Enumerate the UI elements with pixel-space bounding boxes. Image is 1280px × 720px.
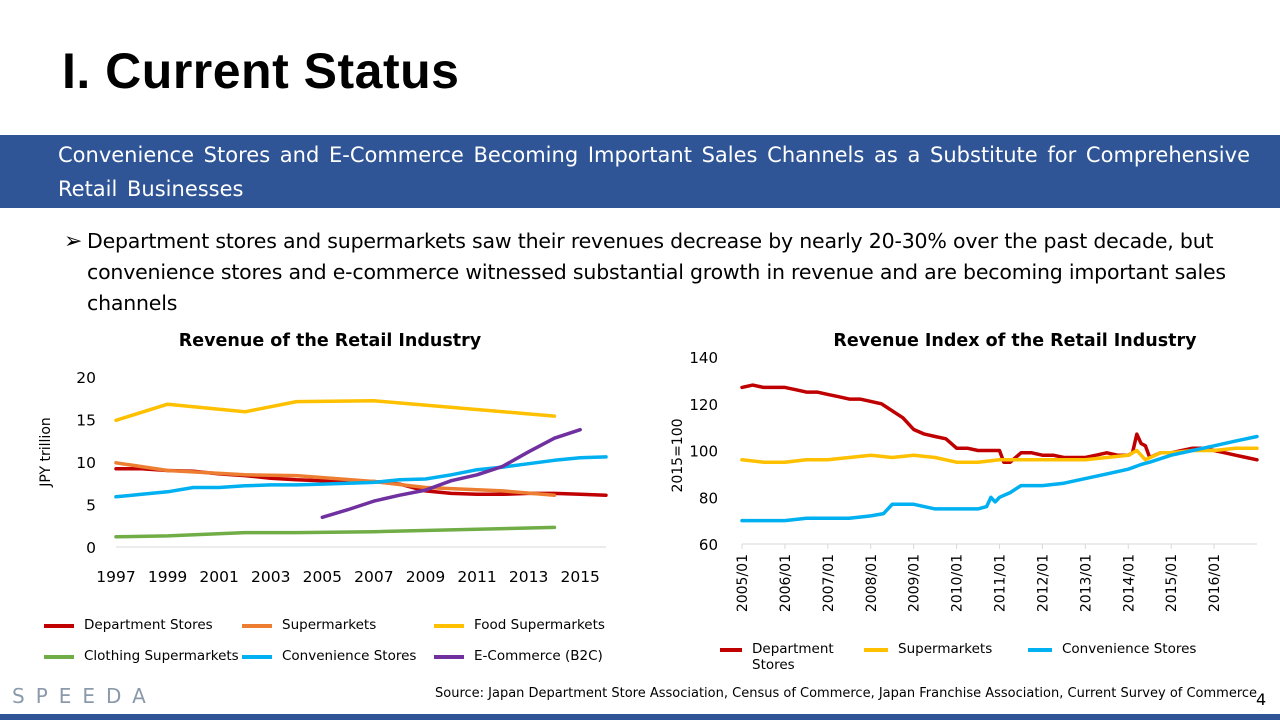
x-tick-label: 2015/01 [1164,554,1180,612]
x-tick-label: 2013 [509,568,548,586]
legend-label: Supermarkets [898,641,993,657]
page-number: 4 [1256,690,1267,709]
legend-swatch [434,624,464,628]
legend-item-supermarkets: Supermarkets [864,641,992,657]
x-tick-label: 2013/01 [1078,554,1094,612]
x-tick-label: 2015 [560,568,599,586]
x-tick-label: 2010/01 [950,554,966,612]
y-tick-label: 20 [76,369,96,387]
legend-label: Supermarkets [282,617,377,633]
series-line-e-commerce-b2c [320,427,582,520]
x-tick-label: 2001 [199,568,238,586]
series-line-convenience-stores [114,455,608,499]
legend-swatch [242,655,272,659]
source-note: Source: Japan Department Store Associati… [435,686,1258,701]
legend-label: Department Stores [84,617,213,633]
x-tick-label: 2012/01 [1035,554,1051,612]
legend-label: Clothing Supermarkets [84,648,239,664]
chart2-plot: 60 80 100 120 140 2015=100 2005/01 2006/01 2007/… [670,349,1259,612]
legend-item-department-stores: Department Stores [44,617,213,633]
series-line-supermarkets [114,461,557,497]
chart1-legend: Department Stores Supermarkets Food Superm… [40,617,640,672]
legend-swatch [1028,648,1052,652]
legend-item-convenience-stores: Convenience Stores [1028,641,1196,657]
x-tick-label: 2009/01 [907,554,923,612]
legend-label: E-Commerce (B2C) [474,648,603,664]
legend-label: Convenience Stores [282,648,417,664]
x-tick-label: 2009 [406,568,445,586]
chart2-title: Revenue Index of the Retail Industry [833,331,1197,351]
series-line-clothing-supermarkets [114,525,557,539]
x-tick-label: 2005 [303,568,342,586]
legend-item-clothing-supermarkets: Clothing Supermarkets [44,648,239,664]
x-tick-label: 2003 [251,568,290,586]
y-axis-title: 2015=100 [670,418,686,492]
chart2-legend: Department Stores Supermarkets Convenience… [720,641,1260,681]
y-tick-label: 80 [699,489,718,507]
y-tick-label: 10 [76,454,96,472]
legend-label: Food Supermarkets [474,617,605,633]
y-tick-label: 100 [689,443,718,461]
y-axis-title: JPY trillion [38,417,54,488]
x-tick-label: 1997 [96,568,135,586]
series-line-food-supermarkets [114,399,557,423]
chart1-title: Revenue of the Retail Industry [178,331,482,351]
legend-item-convenience-stores: Convenience Stores [242,648,416,664]
headline-banner [0,135,1280,208]
bullet-text: Department stores and supermarkets saw t… [87,229,1226,315]
bullet-arrow-icon: ➢ [64,229,83,254]
x-tick-label: 2011 [457,568,496,586]
x-tick-label: 2007/01 [821,554,837,612]
series-line-convenience-stores [740,434,1259,523]
y-tick-label: 5 [86,497,96,515]
legend-item-supermarkets: Supermarkets [242,617,376,633]
x-tick-label: 2014/01 [1121,554,1137,612]
x-tick-label: 2006/01 [778,554,794,612]
speeda-logo: SPEEDA [12,684,157,708]
legend-swatch [434,655,464,659]
bottom-rule [0,714,1280,720]
y-tick-label: 0 [86,539,96,557]
x-tick-label: 1999 [148,568,187,586]
legend-item-department-stores: Department Stores [720,641,870,673]
legend-swatch [864,648,888,652]
y-tick-label: 60 [699,536,718,554]
legend-item-food-supermarkets: Food Supermarkets [434,617,605,633]
x-tick-label: 2005/01 [735,554,751,612]
page-title: I. Current Status [62,43,460,99]
x-tick-label: 2016/01 [1207,554,1223,612]
y-tick-label: 15 [76,412,96,430]
x-tick-label: 2007 [354,568,393,586]
legend-label: Department Stores [752,641,834,673]
chart1-plot: 0 5 10 15 20 JPY trillion 1997 1999 2001 2003 2005… [38,369,608,586]
legend-item-e-commerce-b2c: E-Commerce (B2C) [434,648,603,664]
x-tick-label: 2011/01 [993,554,1009,612]
legend-swatch [44,624,74,628]
legend-label: Convenience Stores [1062,641,1197,657]
series-line-supermarkets [740,446,1259,464]
legend-swatch [720,648,742,652]
y-tick-label: 120 [689,396,718,414]
x-tick-label: 2008/01 [864,554,880,612]
headline-text: Convenience Stores and E-Commerce Becomi… [58,143,1250,201]
legend-swatch [44,655,74,659]
y-tick-label: 140 [689,349,718,367]
legend-swatch [242,624,272,628]
